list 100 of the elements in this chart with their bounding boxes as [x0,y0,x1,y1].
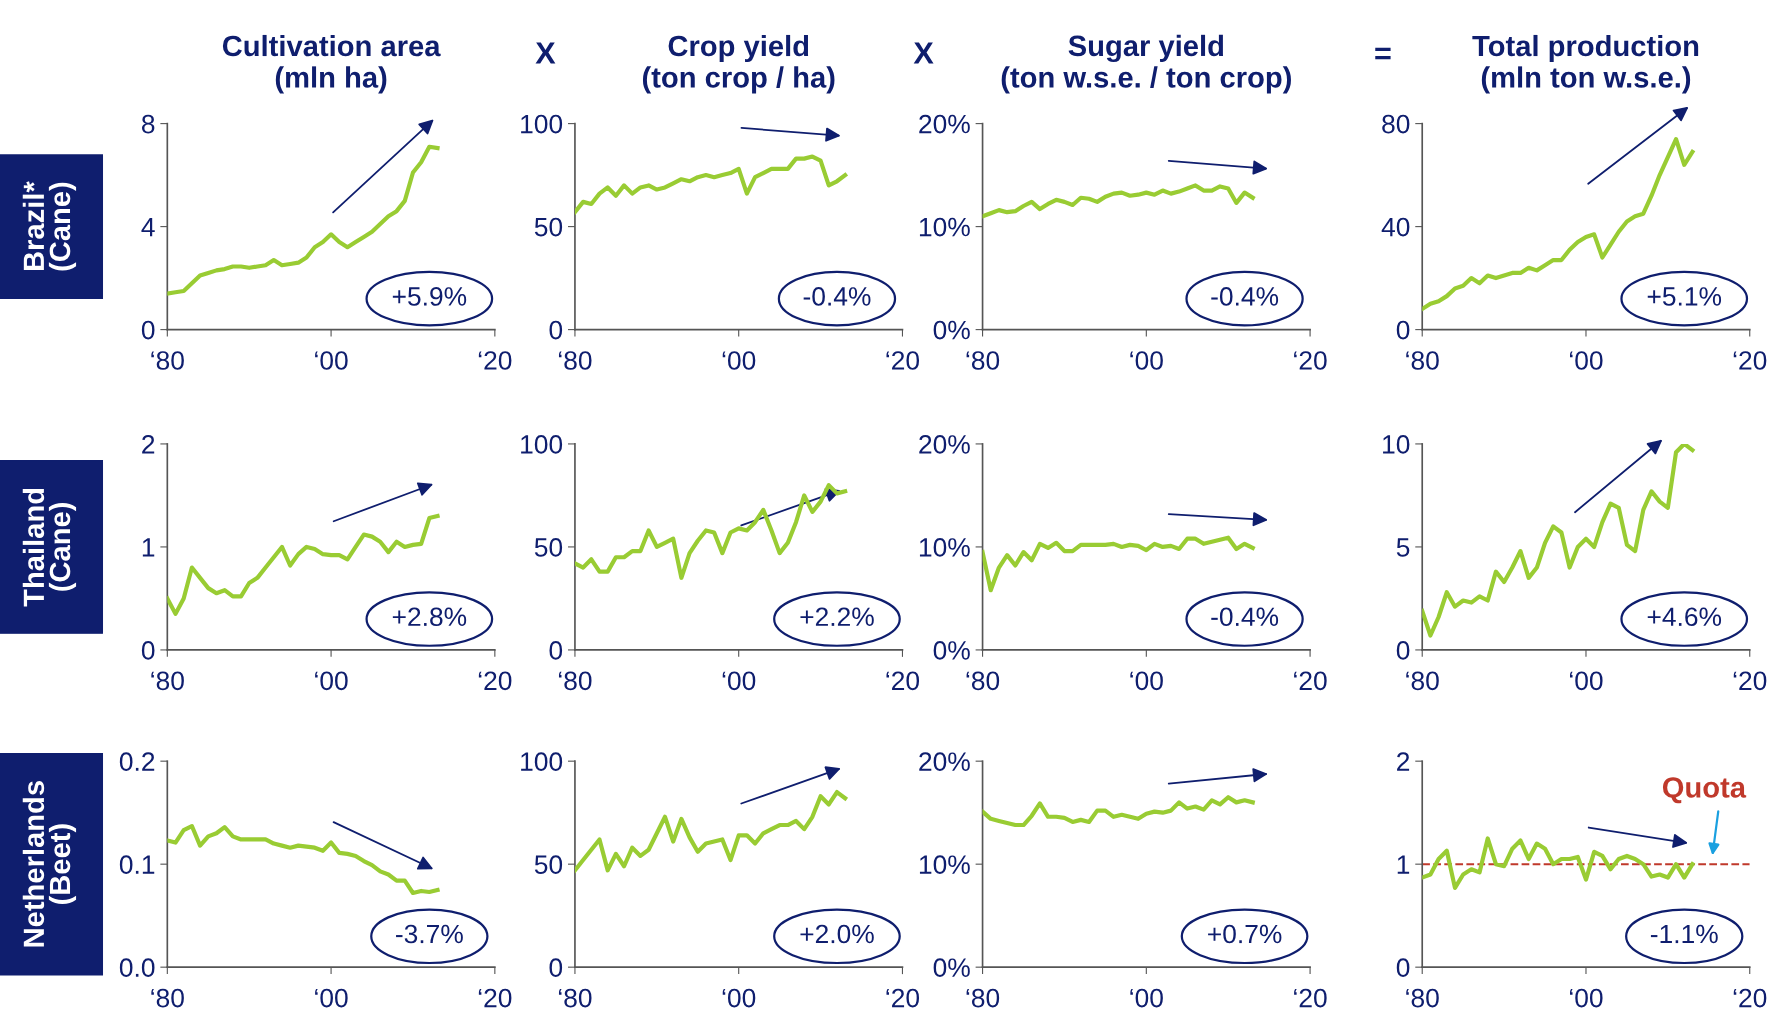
y-tick-label: 0.2 [119,752,155,771]
y-tick-label: 100 [521,752,563,771]
y-tick-label: 0.0 [119,958,155,977]
x-tick-label: ‘80 [1406,988,1439,1008]
y-tick-label: 20% [919,114,970,134]
chart-title: Crop yield (ton crop / ha) [642,34,835,94]
x-tick-label: ‘80 [966,988,1000,1008]
annotation: +2.8% [392,607,467,627]
x-tick-label: ‘20 [1733,988,1767,1008]
line-series [574,154,848,215]
x-tick-label: ‘20 [1733,351,1767,370]
y-tick-label: 10 [1383,435,1410,454]
y-tick-label: 40 [1381,217,1410,237]
x-tick-label: ‘00 [315,351,348,370]
x-tick-label: ‘20 [478,988,512,1008]
y-tick-label: 1 [1397,855,1410,874]
annotation: -1.1% [1650,924,1718,944]
y-tick-label: 50 [534,538,563,557]
x-tick-label: ‘20 [886,988,920,1008]
y-tick-label: 0 [549,958,563,977]
x-tick-label: ‘00 [1130,351,1163,370]
x-tick-label: ‘80 [966,351,1000,370]
x-tick-label: ‘20 [478,671,512,691]
x-tick-label: ‘00 [315,988,348,1008]
chart-title: Sugar yield (ton w.s.e. / ton crop) [1001,34,1291,94]
x-tick-label: ‘20 [886,671,920,691]
y-axis-title: Brazil* (Cane) [22,181,77,271]
x-tick-label: ‘00 [1570,671,1603,691]
y-tick-label: 2 [1397,752,1410,771]
text: X [535,42,556,64]
y-tick-label: 0% [933,320,970,340]
x-tick-label: ‘00 [315,671,348,691]
y-tick-label: 80 [1382,114,1410,134]
y-tick-label: 0% [933,641,970,660]
y-tick-label: 0 [1396,641,1410,660]
x-tick-label: ‘80 [151,351,184,370]
x-tick-label: ‘80 [966,671,1000,691]
annotation: +4.6% [1647,607,1722,627]
text: = [1375,47,1391,60]
y-tick-label: 0% [933,958,970,977]
annotation: +2.0% [800,924,874,944]
line-series [574,789,848,873]
x-tick-label: ‘80 [151,671,184,691]
chart-title: Cultivation area (mln ha) [222,34,441,94]
x-tick-label: ‘00 [1570,988,1603,1008]
annotation: -0.4% [1211,287,1279,306]
y-tick-label: 100 [521,114,563,134]
y-axis-title: Netherlands (Beet) [22,781,77,947]
y-tick-label: 50 [534,855,563,874]
y-tick-label: 100 [521,435,563,454]
x-tick-label: ‘80 [1406,671,1439,691]
x-tick-label: ‘00 [722,671,756,691]
x-tick-label: ‘20 [1294,988,1327,1008]
x-tick-label: ‘00 [1570,351,1603,370]
x-tick-label: ‘00 [722,351,756,370]
x-tick-label: ‘20 [1294,671,1327,691]
y-tick-label: 0 [549,641,563,660]
y-tick-label: 0 [549,320,563,340]
x-tick-label: ‘80 [558,988,592,1008]
y-tick-label: 10% [919,538,970,557]
y-tick-label: 20% [919,752,970,771]
y-tick-label: 10% [919,855,970,874]
annotation: -0.4% [1211,607,1279,627]
line-series [982,795,1255,828]
x-tick-label: ‘80 [558,351,592,370]
y-tick-label: 0 [1396,958,1410,977]
annotation: +5.9% [392,287,467,306]
line-series [1422,836,1695,890]
y-tick-label: 0 [1396,320,1410,340]
x-tick-label: ‘00 [1130,988,1163,1008]
y-tick-label: 5 [1396,538,1410,557]
x-tick-label: ‘80 [151,988,184,1008]
x-tick-label: ‘20 [478,351,512,370]
x-tick-label: ‘20 [1294,351,1327,370]
annotation: +0.7% [1208,924,1282,944]
y-tick-label: 0 [141,641,155,660]
y-axis-title: Thailand (Cane) [22,488,77,607]
line-series [167,823,440,896]
line-series [982,535,1255,593]
annotation: +2.2% [800,607,874,627]
annotation: -0.4% [803,287,871,306]
y-tick-label: 50 [534,217,563,237]
y-tick-label: 20% [919,435,970,454]
x-tick-label: ‘80 [558,671,592,691]
y-tick-label: 0.1 [119,855,155,874]
y-tick-label: 4 [141,218,155,237]
x-tick-label: ‘80 [1406,351,1439,370]
x-tick-label: ‘00 [722,988,756,1008]
annotation: +5.1% [1647,287,1722,306]
y-tick-label: 10% [919,217,970,237]
text: X [913,42,934,64]
y-tick-label: 8 [141,114,155,134]
line-series [982,183,1255,219]
x-tick-label: ‘20 [1733,671,1767,691]
y-tick-label: 1 [142,538,155,557]
y-tick-label: 2 [142,435,155,454]
x-tick-label: ‘00 [1130,671,1163,691]
annotation: -3.7% [396,924,463,944]
y-tick-label: 0 [141,320,155,340]
ref-line-label: Quota [1662,777,1747,804]
